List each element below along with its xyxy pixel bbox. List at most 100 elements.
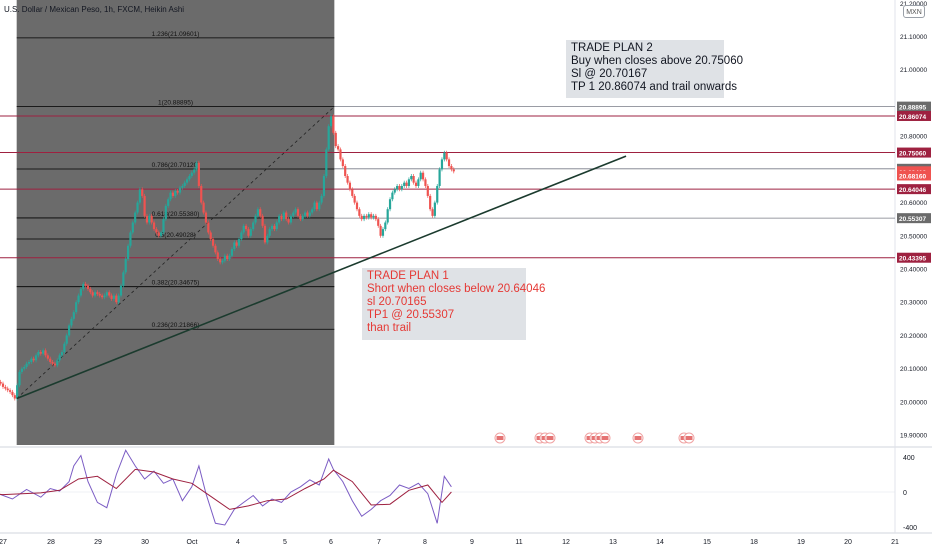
candle-body-40 xyxy=(93,292,97,296)
time-tick-19: 21 xyxy=(891,539,899,546)
candle-body-26 xyxy=(60,352,64,356)
candle-body-186 xyxy=(438,169,441,186)
candle-body-45 xyxy=(105,292,108,296)
time-tick-13: 13 xyxy=(609,539,617,546)
candle-body-12 xyxy=(27,361,31,364)
candle-body-47 xyxy=(110,295,113,299)
candle-body-122 xyxy=(287,219,290,223)
candle-body-114 xyxy=(268,229,271,236)
candle-body-135 xyxy=(318,202,321,210)
candle-body-155 xyxy=(365,215,368,218)
candle-body-31 xyxy=(72,312,75,319)
candle-body-131 xyxy=(308,212,311,216)
candle-body-187 xyxy=(440,159,444,170)
price-label-bg-7 xyxy=(897,213,931,224)
price-tick-11: 19.90000 xyxy=(900,433,927,440)
candle-body-185 xyxy=(436,185,439,203)
candle-body-98 xyxy=(230,249,234,256)
price-tick-10: 20.00000 xyxy=(900,399,927,406)
candle-body-53 xyxy=(124,259,127,273)
price-tick-2: 21.00000 xyxy=(900,67,927,74)
price-label-7: 20.55307 xyxy=(899,216,926,223)
candle-body-4 xyxy=(8,390,12,392)
candle-body-126 xyxy=(296,209,300,216)
candle-body-21 xyxy=(49,358,52,362)
candle-body-102 xyxy=(240,232,243,240)
candle-body-15 xyxy=(34,355,38,361)
candle-body-117 xyxy=(275,222,278,230)
time-tick-5: 4 xyxy=(236,539,240,546)
candle-body-91 xyxy=(214,245,217,253)
candle-body-127 xyxy=(299,215,302,220)
candle-body-67 xyxy=(157,232,160,236)
candle-body-110 xyxy=(259,209,262,216)
candle-body-181 xyxy=(426,185,429,196)
candle-body-61 xyxy=(143,195,146,216)
candle-body-54 xyxy=(126,245,130,260)
price-grid xyxy=(0,0,932,534)
candle-body-30 xyxy=(70,318,73,326)
price-tick-6: 20.40000 xyxy=(900,266,927,273)
candle-body-100 xyxy=(235,242,238,246)
candle-body-190 xyxy=(447,159,451,167)
trade-plan-2-note[interactable]: TRADE PLAN 2 Buy when closes above 20.75… xyxy=(566,40,743,98)
candle-body-38 xyxy=(89,288,92,293)
candle-body-68 xyxy=(160,232,163,236)
candle-body-120 xyxy=(282,212,285,220)
price-label-1: 20.86074 xyxy=(899,114,926,121)
candle-body-163 xyxy=(384,222,387,230)
candle-body-180 xyxy=(424,179,427,186)
price-tick-7: 20.30000 xyxy=(900,300,927,307)
candle-body-169 xyxy=(398,185,401,190)
candle-body-118 xyxy=(278,215,281,223)
candle-body-71 xyxy=(167,199,170,206)
candle-body-174 xyxy=(410,176,413,180)
candle-body-41 xyxy=(96,292,99,294)
candle-body-175 xyxy=(412,176,415,183)
price-label-bg-1 xyxy=(897,110,931,121)
candle-body-20 xyxy=(46,355,49,359)
candle-body-165 xyxy=(388,199,392,210)
candle-body-184 xyxy=(433,202,436,216)
candle-body-157 xyxy=(370,214,373,218)
price-tick-5: 20.50000 xyxy=(900,233,927,240)
plan1-line-3: sl 20.70165 xyxy=(367,296,427,308)
osc-tick-1: 0 xyxy=(903,490,907,497)
currency-badge: MXN xyxy=(903,5,925,18)
candle-body-29 xyxy=(67,325,71,336)
candle-body-22 xyxy=(51,361,54,364)
event-flag-stripe xyxy=(634,436,642,440)
candle-body-57 xyxy=(134,212,137,223)
plan1-line-1: TRADE PLAN 1 xyxy=(367,270,449,282)
candle-body-147 xyxy=(346,176,349,183)
fib-label-0: 1.236(21.09601) xyxy=(152,31,200,38)
candle-body-167 xyxy=(393,189,396,193)
time-tick-3: 30 xyxy=(141,539,149,546)
candle-body-136 xyxy=(320,195,323,203)
candle-body-19 xyxy=(44,350,47,356)
candle-body-144 xyxy=(339,149,342,160)
fib-label-2: 0.786(20.70120) xyxy=(152,162,200,169)
fib-shaded-region xyxy=(16,0,335,445)
price-label-bg-8 xyxy=(897,252,931,263)
candle-body-23 xyxy=(53,363,57,366)
candle-body-171 xyxy=(403,182,406,186)
event-flag-stripe xyxy=(546,436,554,440)
candle-body-2 xyxy=(4,386,7,389)
candle-body-145 xyxy=(341,159,344,167)
candle-body-50 xyxy=(117,295,120,303)
candle-body-70 xyxy=(164,205,167,220)
candle-body-182 xyxy=(429,195,432,210)
plan1-line-4: TP1 @ 20.55307 xyxy=(367,309,455,321)
candle-body-48 xyxy=(112,295,116,299)
trade-plan-1-note[interactable]: TRADE PLAN 1 Short when closes below 20.… xyxy=(362,268,545,340)
candle-body-141 xyxy=(332,116,335,133)
candle-body-18 xyxy=(42,350,45,354)
price-label-5: 20.68160 xyxy=(899,173,926,180)
price-axis: 21.20000 21.10000 21.00000 20.80000 20.60000… xyxy=(900,1,927,440)
candle-body-6 xyxy=(13,395,16,399)
candle-body-79 xyxy=(185,179,189,183)
candle-body-62 xyxy=(145,215,149,223)
candle-body-170 xyxy=(400,185,403,190)
